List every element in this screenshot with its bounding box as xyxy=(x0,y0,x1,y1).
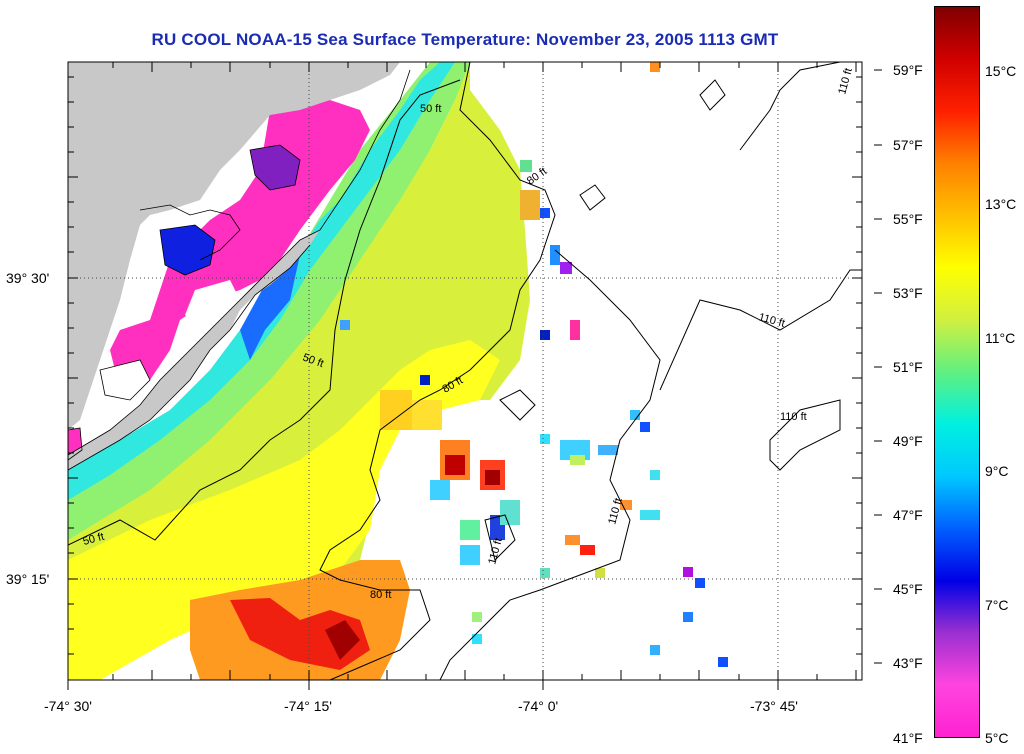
contour-label-80-3: 80 ft xyxy=(370,589,391,601)
coastline xyxy=(68,69,411,471)
graticule xyxy=(68,62,862,680)
f-label-47: 47°F xyxy=(893,507,923,523)
sst-region-blue xyxy=(240,255,300,360)
lon-label-74-30: -74° 30' xyxy=(44,698,92,714)
marsh-pink xyxy=(110,100,370,390)
sst-region-cyan xyxy=(68,62,455,500)
land-mainland xyxy=(68,62,400,430)
contour-label-50-3: 50 ft xyxy=(82,531,106,548)
land-barrier xyxy=(68,230,320,470)
c-label-5: 5°C xyxy=(985,730,1009,746)
marsh-blue xyxy=(160,225,215,275)
lat-label-39-15: 39° 15' xyxy=(6,571,50,587)
lon-label-73-45: -73° 45' xyxy=(750,698,798,714)
c-label-13: 13°C xyxy=(985,196,1017,212)
contour-label-50-1: 50 ft xyxy=(420,103,441,115)
f-label-53: 53°F xyxy=(893,285,923,301)
f-label-45: 45°F xyxy=(893,581,923,597)
sst-region-red xyxy=(230,598,370,670)
contour-110ft xyxy=(439,249,661,680)
contour-label-110-2: 110 ft xyxy=(780,411,807,423)
nodata-inlet-2 xyxy=(100,360,150,400)
contour-110ft-loop xyxy=(769,399,841,471)
contour-loop-3 xyxy=(579,184,606,211)
lon-label-74-0: -74° 0' xyxy=(518,698,559,714)
contour-loop-4 xyxy=(499,389,536,421)
lon-label-74-15: -74° 15' xyxy=(284,698,332,714)
c-label-11: 11°C xyxy=(985,330,1016,346)
c-label-7: 7°C xyxy=(985,597,1009,613)
f-label-51: 51°F xyxy=(893,359,923,375)
tick-marks xyxy=(67,62,882,690)
f-label-41: 41°F xyxy=(893,730,923,746)
contour-110ft-east xyxy=(659,269,862,391)
lat-label-39-30: 39° 30' xyxy=(6,270,50,286)
marsh-purple xyxy=(250,145,300,190)
f-label-49: 49°F xyxy=(893,433,923,449)
contour-loop-2 xyxy=(699,79,726,111)
sst-field xyxy=(68,62,728,680)
contour-110ft-ne xyxy=(739,62,862,151)
bathymetry-contours xyxy=(68,62,862,680)
contour-50ft xyxy=(68,79,461,546)
temperature-colorbar xyxy=(934,6,980,738)
sst-region-darkred xyxy=(325,620,360,660)
f-label-43: 43°F xyxy=(893,655,923,671)
nodata-inlet xyxy=(185,280,240,330)
contour-loop-5 xyxy=(484,514,516,561)
contour-80ft xyxy=(319,62,556,680)
map-title: RU COOL NOAA-15 Sea Surface Temperature:… xyxy=(151,30,779,49)
f-label-57: 57°F xyxy=(893,137,923,153)
c-label-9: 9°C xyxy=(985,463,1009,479)
f-label-59: 59°F xyxy=(893,62,923,78)
c-label-15: 15°C xyxy=(985,63,1017,79)
f-label-55: 55°F xyxy=(893,211,923,227)
offshore-pixels xyxy=(340,62,728,667)
